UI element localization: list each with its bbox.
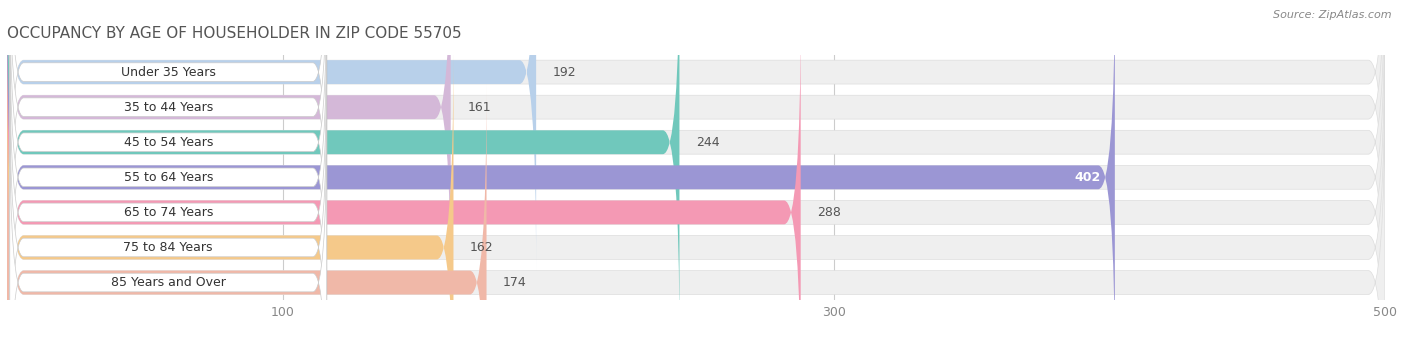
FancyBboxPatch shape	[10, 46, 326, 341]
Text: 45 to 54 Years: 45 to 54 Years	[124, 136, 212, 149]
FancyBboxPatch shape	[10, 0, 326, 238]
Text: 162: 162	[470, 241, 494, 254]
FancyBboxPatch shape	[7, 0, 1385, 271]
Text: 55 to 64 Years: 55 to 64 Years	[124, 171, 212, 184]
FancyBboxPatch shape	[10, 11, 326, 341]
FancyBboxPatch shape	[7, 0, 1385, 341]
FancyBboxPatch shape	[7, 14, 1385, 341]
FancyBboxPatch shape	[7, 49, 454, 341]
Text: 35 to 44 Years: 35 to 44 Years	[124, 101, 212, 114]
Text: 65 to 74 Years: 65 to 74 Years	[124, 206, 212, 219]
FancyBboxPatch shape	[10, 81, 326, 341]
FancyBboxPatch shape	[7, 84, 1385, 341]
FancyBboxPatch shape	[7, 49, 1385, 341]
Text: 244: 244	[696, 136, 720, 149]
Text: 85 Years and Over: 85 Years and Over	[111, 276, 226, 289]
Text: 161: 161	[467, 101, 491, 114]
Text: OCCUPANCY BY AGE OF HOUSEHOLDER IN ZIP CODE 55705: OCCUPANCY BY AGE OF HOUSEHOLDER IN ZIP C…	[7, 26, 461, 41]
FancyBboxPatch shape	[10, 0, 326, 273]
FancyBboxPatch shape	[7, 0, 536, 271]
Text: Under 35 Years: Under 35 Years	[121, 65, 215, 78]
Text: 402: 402	[1074, 171, 1101, 184]
FancyBboxPatch shape	[10, 0, 326, 308]
Text: 75 to 84 Years: 75 to 84 Years	[124, 241, 212, 254]
Text: 192: 192	[553, 65, 576, 78]
FancyBboxPatch shape	[10, 117, 326, 341]
Text: 174: 174	[503, 276, 527, 289]
FancyBboxPatch shape	[7, 0, 1115, 341]
Text: Source: ZipAtlas.com: Source: ZipAtlas.com	[1274, 10, 1392, 20]
FancyBboxPatch shape	[7, 0, 1385, 306]
FancyBboxPatch shape	[7, 0, 451, 306]
FancyBboxPatch shape	[7, 0, 1385, 341]
FancyBboxPatch shape	[7, 14, 800, 341]
FancyBboxPatch shape	[7, 0, 679, 341]
Text: 288: 288	[817, 206, 841, 219]
FancyBboxPatch shape	[7, 84, 486, 341]
